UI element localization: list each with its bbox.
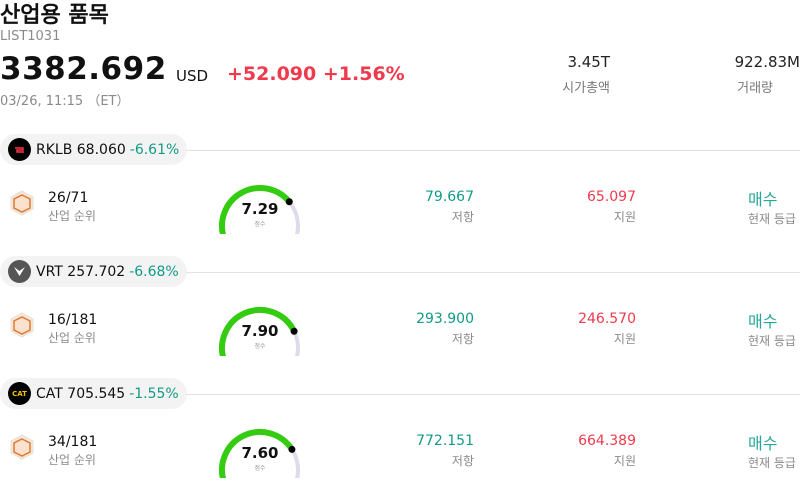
score-value: 7.90: [241, 322, 279, 340]
gauge-fill: [219, 307, 298, 356]
support-value: 65.097: [587, 189, 636, 205]
timestamp: 03/26, 11:15 （ET）: [0, 94, 130, 109]
support-label: 지원: [613, 454, 636, 468]
score-label: 점수: [254, 343, 266, 350]
industry-rank: 34/181: [48, 434, 98, 450]
resistance-value: 772.151: [416, 433, 474, 449]
ticker-change: -6.68%: [129, 263, 179, 280]
ticker-symbol-price: RKLB 68.060: [36, 142, 126, 158]
ticker-symbol-price: CAT 705.545: [36, 386, 125, 402]
industry-rank-icon: [10, 434, 34, 460]
volume-label: 거래량: [737, 81, 773, 96]
caterpillar-logo-icon: CAT: [8, 382, 31, 405]
index-price: 3382.692: [0, 51, 167, 87]
price-change: +52.090 +1.56%: [227, 63, 405, 85]
current-grade-label: 현재 등급: [748, 212, 796, 226]
ticker-symbol: RKLB: [36, 141, 73, 158]
score-gauge: [219, 429, 300, 478]
rocket-lab-logo-icon: [8, 138, 31, 161]
industry-rank: 26/71: [48, 190, 89, 206]
score-value: 7.29: [241, 200, 279, 218]
stock-row[interactable]: VRT 257.702 -6.68% 16/181 산업 순위 7.90 점수 293.90…: [0, 256, 800, 378]
list-code: LIST1031: [0, 29, 61, 44]
gauge-fill: [219, 185, 293, 234]
gauge-marker: [290, 327, 298, 335]
ticker-symbol: CAT: [36, 385, 63, 402]
support-value: 246.570: [578, 311, 636, 327]
industry-rank-label: 산업 순위: [48, 209, 96, 223]
ticker-symbol-price: VRT 257.702: [36, 264, 125, 280]
resistance-label: 저항: [451, 332, 474, 346]
support-label: 지원: [613, 332, 636, 346]
caterpillar-logo-text: CAT: [12, 389, 27, 398]
industry-rank-icon: [10, 312, 34, 338]
ticker-chip[interactable]: CAT CAT 705.545 -1.55%: [0, 378, 187, 409]
ticker-chip[interactable]: VRT 257.702 -6.68%: [0, 256, 187, 287]
resistance-label: 저항: [451, 454, 474, 468]
gauge-marker: [288, 445, 296, 453]
gauge-marker: [285, 198, 293, 206]
row-divider: [186, 272, 800, 273]
score-gauge: [219, 307, 300, 356]
ticker-price: 68.060: [76, 141, 126, 158]
gauge-fill: [219, 429, 295, 478]
industry-rank-label: 산업 순위: [48, 453, 96, 467]
ticker-symbol: VRT: [36, 263, 63, 280]
current-grade: 매수: [748, 190, 778, 209]
market-cap-label: 시가총액: [562, 81, 610, 96]
row-divider: [186, 394, 800, 395]
resistance-label: 저항: [451, 210, 474, 224]
score-label: 점수: [254, 465, 266, 472]
change-value: +52.090: [227, 63, 317, 85]
row-divider: [186, 150, 800, 151]
currency-label: USD: [176, 67, 209, 85]
current-grade-label: 현재 등급: [748, 456, 796, 470]
resistance-value: 293.900: [416, 311, 474, 327]
score-gauge: [219, 185, 300, 234]
support-label: 지원: [613, 210, 636, 224]
current-grade: 매수: [748, 312, 778, 331]
change-percent: +1.56%: [322, 63, 405, 85]
market-cap-value: 3.45T: [567, 53, 610, 71]
ticker-price: 705.545: [67, 385, 126, 402]
score-value: 7.60: [241, 444, 279, 462]
current-grade-label: 현재 등급: [748, 334, 796, 348]
industry-rank-label: 산업 순위: [48, 331, 96, 345]
volume-value: 922.83M: [734, 53, 800, 71]
page-title: 산업용 품목: [0, 3, 109, 28]
industry-rank-icon: [10, 190, 34, 216]
stock-row[interactable]: RKLB 68.060 -6.61% 26/71 산업 순위 7.29 점수 79.667 저…: [0, 134, 800, 256]
vertiv-logo-icon: [8, 260, 31, 283]
resistance-value: 79.667: [425, 189, 474, 205]
ticker-price: 257.702: [67, 263, 126, 280]
score-label: 점수: [254, 221, 266, 228]
industry-rank: 16/181: [48, 312, 98, 328]
stock-row[interactable]: CAT CAT 705.545 -1.55% 34/181 산업 순위 7.60 점수 772…: [0, 378, 800, 500]
ticker-chip[interactable]: RKLB 68.060 -6.61%: [0, 134, 188, 165]
support-value: 664.389: [578, 433, 636, 449]
ticker-change: -1.55%: [129, 385, 179, 402]
current-grade: 매수: [748, 434, 778, 453]
ticker-change: -6.61%: [129, 141, 180, 158]
